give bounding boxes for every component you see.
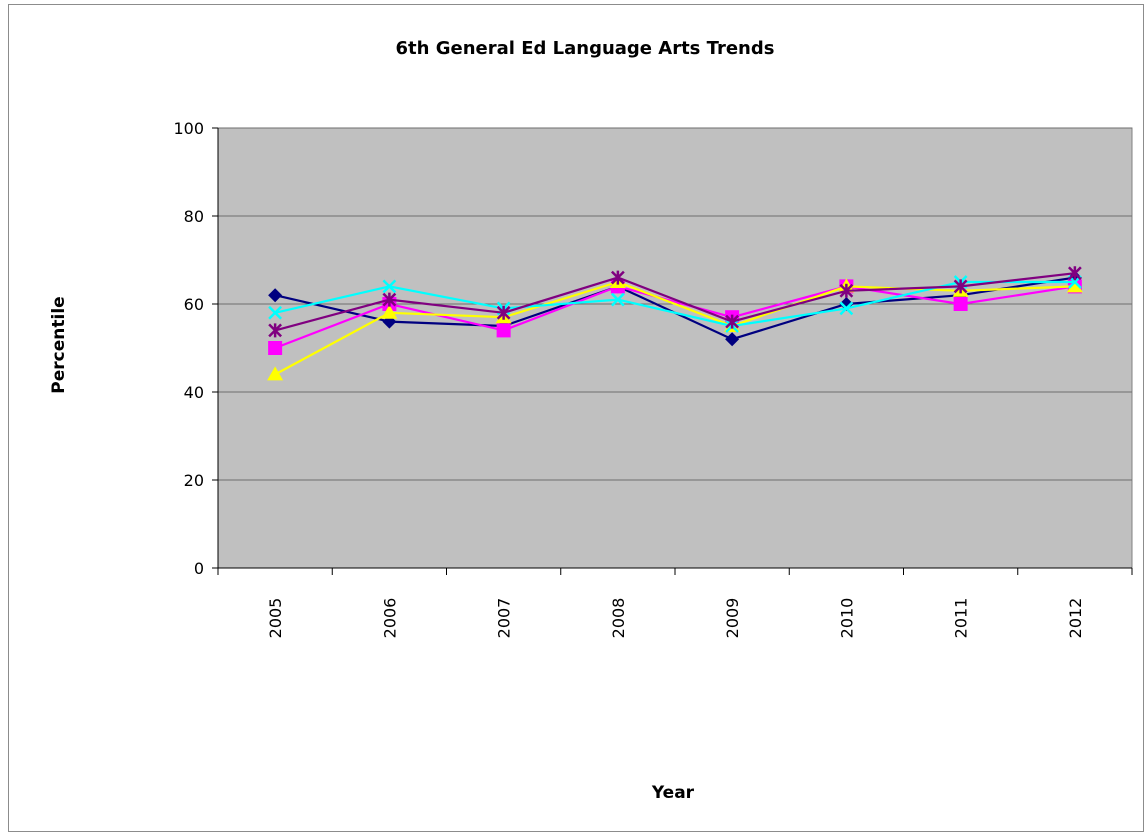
- data-point: [1066, 278, 1083, 293]
- plot-area: [217, 127, 1133, 569]
- y-tick-label: 80: [184, 207, 204, 226]
- series-group: [267, 266, 1083, 381]
- data-point: [610, 270, 625, 285]
- data-point: [839, 283, 854, 298]
- data-point: [725, 314, 740, 329]
- series-line: [274, 285, 1076, 350]
- x-tick-label: 2008: [609, 598, 628, 639]
- series-line: [274, 272, 1076, 332]
- data-point: [610, 292, 625, 307]
- data-point: [725, 332, 740, 347]
- x-tick-label: 2006: [380, 598, 399, 639]
- x-tick-label: 2010: [837, 598, 856, 639]
- y-axis-ticks: 0 20 40 60 80 100: [173, 119, 218, 578]
- data-point: [382, 279, 397, 294]
- y-tick-label: 40: [184, 383, 204, 402]
- x-tick-label: 2009: [723, 598, 742, 639]
- x-tick-label: 2007: [495, 598, 514, 639]
- data-point: [268, 323, 283, 338]
- x-tick-label: 2012: [1066, 598, 1085, 639]
- y-tick-label: 0: [194, 559, 204, 578]
- chart-title: 6th General Ed Language Arts Trends: [396, 38, 775, 59]
- data-point: [953, 297, 968, 311]
- data-point: [953, 279, 968, 294]
- series-4: [268, 266, 1082, 338]
- x-axis-ticks: 2005 2006 2007 2008 2009 2010 2011 2012: [217, 568, 1133, 639]
- data-point: [381, 304, 398, 319]
- y-axis-title: Percentile: [49, 296, 69, 393]
- y-tick-label: 20: [184, 471, 204, 490]
- y-tick-label: 100: [173, 119, 204, 138]
- y-tick-label: 60: [184, 295, 204, 314]
- data-point: [1067, 266, 1082, 281]
- data-point: [267, 366, 284, 381]
- data-point: [382, 292, 397, 307]
- data-point: [268, 288, 283, 303]
- data-point: [839, 301, 854, 316]
- x-axis-title: Year: [651, 783, 695, 803]
- data-point: [268, 341, 283, 355]
- series-line: [274, 280, 1075, 376]
- data-point: [496, 305, 511, 320]
- data-point: [496, 323, 511, 338]
- x-tick-label: 2011: [952, 598, 971, 639]
- data-point: [268, 305, 283, 320]
- x-tick-label: 2005: [266, 598, 285, 639]
